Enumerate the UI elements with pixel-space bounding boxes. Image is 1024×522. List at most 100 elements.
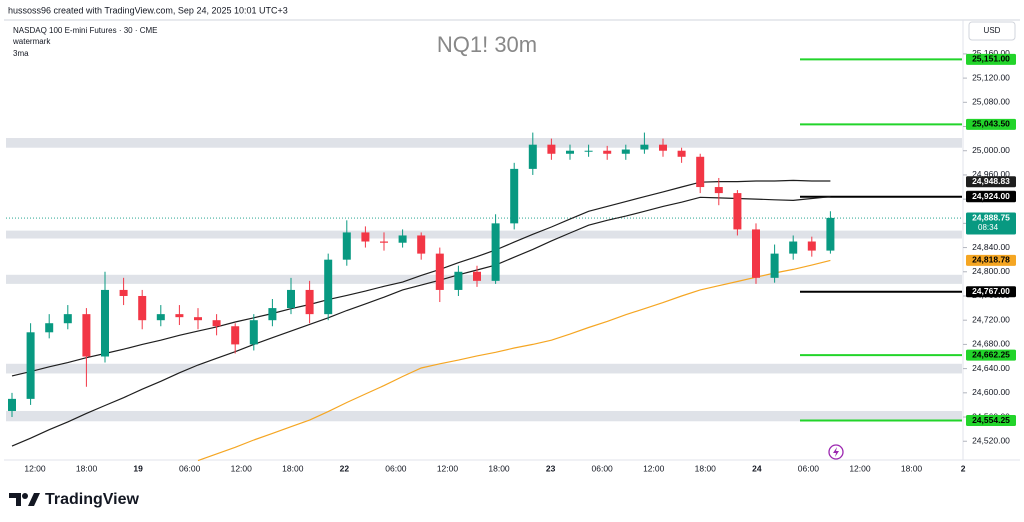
candle-body [770, 253, 779, 278]
y-tick-label: 25,120.00 [972, 72, 1010, 82]
plot [6, 58, 962, 462]
x-tick-label: 18:00 [901, 463, 923, 473]
logo-mark [22, 493, 28, 499]
ma-line [197, 259, 831, 462]
price-label: 25,043.50 [972, 119, 1010, 129]
x-tick-label: 12:00 [643, 463, 665, 473]
x-tick-label: 2 [961, 463, 966, 473]
alert-icon[interactable] [828, 444, 844, 460]
candle-body [45, 323, 54, 333]
zone [6, 363, 962, 374]
candle-body [82, 314, 91, 357]
x-tick-label: 12:00 [849, 463, 871, 473]
price-label-bg [966, 191, 1016, 203]
logo: TradingView [9, 491, 140, 508]
candle-body [398, 235, 407, 243]
candle-body [584, 150, 593, 152]
x-tick-label: 12:00 [231, 463, 253, 473]
price-label-bg [966, 118, 1016, 130]
candle-body [212, 320, 221, 327]
y-tick-label: 24,640.00 [972, 363, 1010, 373]
x-tick-label: 06:00 [592, 463, 614, 473]
price-label: 24,662.25 [972, 349, 1010, 359]
candle-body [8, 398, 16, 411]
y-tick-label: 24,680.00 [972, 339, 1010, 349]
candle-body [677, 150, 686, 157]
x-tick-label: 22 [340, 463, 350, 473]
x-tick-label: 18:00 [76, 463, 98, 473]
credit: hussoss96 created with TradingView.com, … [8, 5, 288, 15]
x-tick-label: 12:00 [24, 463, 46, 473]
candle-body [696, 156, 705, 188]
watermark: NQ1! 30m [437, 32, 537, 57]
candle-body [491, 223, 500, 281]
y-tick-label: 24,960.00 [972, 169, 1010, 179]
candle-body [621, 149, 630, 154]
x-tick-label: 18:00 [282, 463, 304, 473]
candle-body [528, 144, 537, 169]
y-tick-label: 25,160.00 [972, 48, 1010, 58]
candle-body [473, 271, 481, 281]
price-label-bg [966, 349, 1016, 361]
y-tick-label: 25,080.00 [972, 97, 1010, 107]
candle-body [194, 317, 202, 321]
logo-mark [9, 493, 21, 506]
ma-line [11, 179, 831, 377]
x-tick-label: 12:00 [437, 463, 459, 473]
candle-body [659, 144, 667, 151]
price-label-bg [966, 254, 1016, 266]
candle-body [156, 314, 165, 321]
candle-body [807, 241, 816, 251]
y-tick-label: 24,520.00 [972, 435, 1010, 445]
candle-body [417, 235, 426, 254]
currency[interactable]: USD [984, 26, 1001, 35]
candle-body [342, 232, 351, 260]
candle-body [435, 253, 444, 290]
y-tick-label: 25,000.00 [972, 145, 1010, 155]
symbol: NASDAQ 100 E-mini Futures · 30 · CME [13, 26, 157, 35]
candle-body [268, 308, 277, 321]
alert-ring[interactable] [828, 444, 844, 460]
x-tick-label: 18:00 [695, 463, 717, 473]
indicator: 3ma [13, 49, 29, 58]
candle-body [249, 320, 258, 345]
x-tick-label: 19 [133, 463, 143, 473]
candle-body [733, 193, 742, 230]
candle-body [510, 168, 519, 224]
y-tick-label: 24,800.00 [972, 266, 1010, 276]
candle-body [361, 232, 370, 242]
alert-bolt[interactable] [833, 447, 839, 457]
brand: TradingView [45, 491, 140, 508]
y-tick-label: 24,840.00 [972, 242, 1010, 252]
candle-body [566, 150, 574, 154]
candle-body [603, 150, 612, 154]
indicator: watermark [12, 37, 51, 46]
price-label: 24,888.75 [972, 212, 1010, 222]
price-label: 25,151.00 [972, 54, 1010, 64]
x-tick-label: 06:00 [385, 463, 407, 473]
x-tick-label: 24 [752, 463, 762, 473]
currency-box[interactable] [968, 21, 1016, 41]
price-label: 24,767.00 [972, 286, 1010, 296]
candle-body [175, 314, 184, 318]
price-label-bg [966, 176, 1016, 188]
candle-body [287, 289, 295, 309]
price-label: 24,924.00 [972, 191, 1010, 201]
candle-body [752, 229, 760, 278]
candle-body [640, 144, 649, 150]
price-label-bg [966, 53, 1016, 65]
candle-body [789, 241, 798, 254]
candle-body [454, 271, 463, 290]
price-label-bg [966, 415, 1016, 427]
price-label-bg [966, 212, 1016, 235]
price-label: 24,554.25 [972, 415, 1010, 425]
candle-body [231, 326, 240, 345]
price-label-bg [966, 286, 1016, 298]
candle-body [305, 289, 314, 315]
candle-body [101, 289, 109, 357]
zone [6, 410, 962, 422]
x-tick-label: 06:00 [179, 463, 201, 473]
candle-body [324, 259, 333, 315]
